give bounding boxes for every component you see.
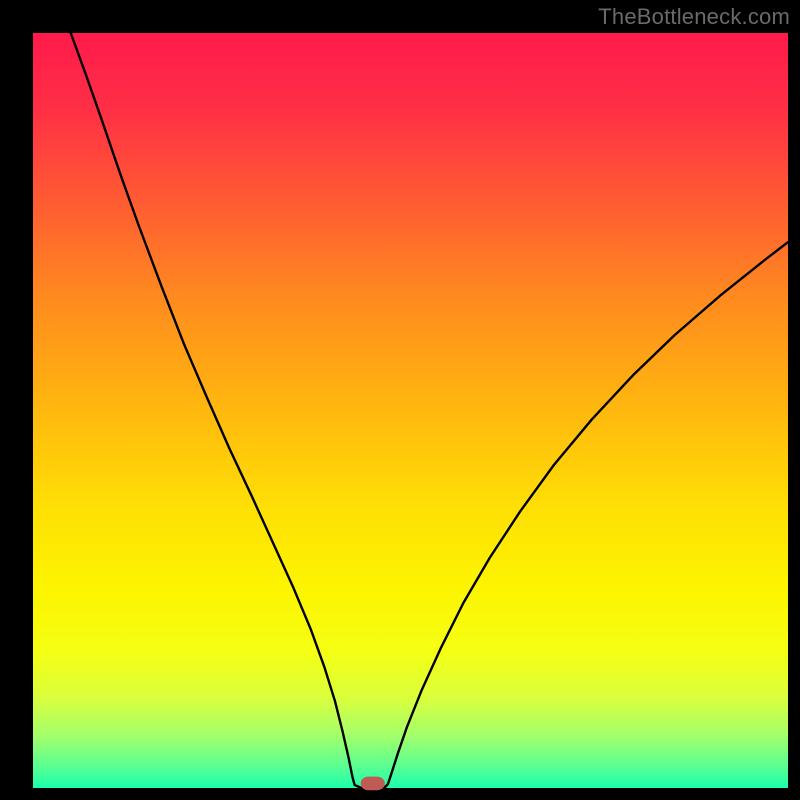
watermark-text: TheBottleneck.com <box>598 4 790 30</box>
bottleneck-chart <box>0 0 800 800</box>
plot-area <box>33 33 788 788</box>
optimal-marker <box>361 777 385 791</box>
chart-frame: TheBottleneck.com <box>0 0 800 800</box>
